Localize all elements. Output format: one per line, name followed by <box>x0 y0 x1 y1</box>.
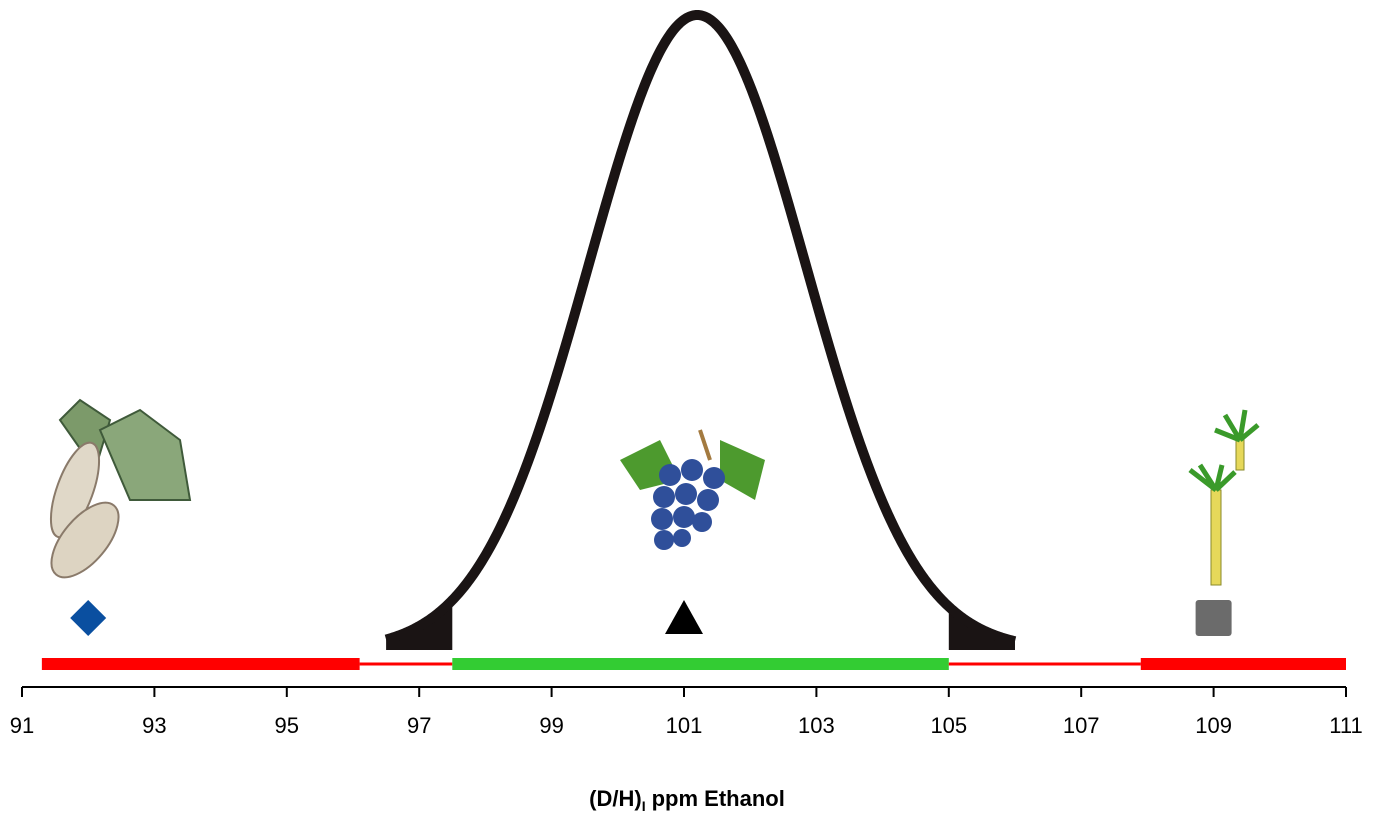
x-tick-label: 93 <box>142 713 166 738</box>
x-tick-label: 99 <box>539 713 563 738</box>
x-label-main: (D/H) <box>589 786 642 811</box>
marker <box>70 600 107 636</box>
x-label-sub: I <box>642 798 646 814</box>
distribution-curve <box>384 9 1017 647</box>
x-tick-label: 105 <box>930 713 967 738</box>
marker <box>665 600 703 634</box>
sugar-beet-picture <box>49 398 192 579</box>
x-tick-label: 103 <box>798 713 835 738</box>
x-tick-label: 111 <box>1329 713 1362 738</box>
marker <box>1195 600 1232 636</box>
x-tick-label: 95 <box>275 713 299 738</box>
range-bar <box>948 662 1141 666</box>
sugarcane-picture <box>1188 409 1260 586</box>
range-bar <box>41 658 360 670</box>
x-tick-label: 101 <box>666 713 703 738</box>
x-tick-label: 109 <box>1195 713 1232 738</box>
x-tick-label: 107 <box>1063 713 1100 738</box>
x-tick-label: 97 <box>407 713 431 738</box>
range-bar <box>452 658 949 670</box>
range-bar <box>1140 658 1346 670</box>
x-axis-label: (D/H)I ppm Ethanol <box>589 786 785 814</box>
range-bar <box>359 662 453 666</box>
grapes-picture <box>620 429 765 550</box>
x-tick-label: 91 <box>10 713 34 738</box>
x-label-rest: ppm Ethanol <box>652 786 785 811</box>
